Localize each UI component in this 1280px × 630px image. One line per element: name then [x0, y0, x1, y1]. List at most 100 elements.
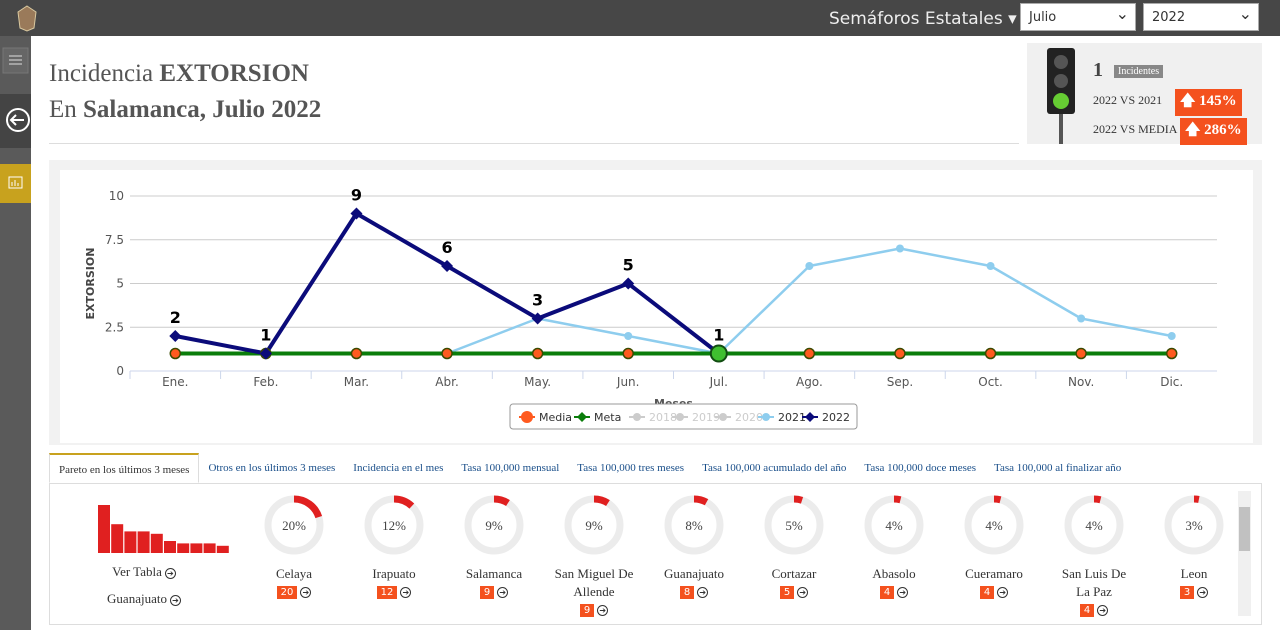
legend-marker	[719, 413, 727, 421]
item-name: Salamanca	[465, 566, 523, 581]
tab[interactable]: Tasa 100,000 mensual	[461, 462, 560, 474]
point	[441, 347, 453, 360]
point	[803, 347, 816, 360]
donut-label: 12%	[382, 518, 406, 533]
traffic-light	[1047, 48, 1075, 144]
item-count-row[interactable]: 9 ➔	[444, 583, 544, 599]
point	[169, 347, 182, 360]
item-count-row[interactable]: 20 ➔	[244, 583, 344, 599]
donut: 4%	[864, 495, 924, 555]
point	[259, 347, 272, 360]
data-label: 6	[441, 238, 452, 257]
item-count: 20	[276, 586, 298, 599]
pareto-item: 20% Celaya 20 ➔	[244, 493, 344, 599]
table-link[interactable]: Ver Tabla ➔	[94, 564, 194, 580]
donut-arc	[364, 495, 424, 555]
legend-label: 2019	[692, 411, 720, 424]
legend-label: 2022	[822, 411, 850, 424]
item-count-row[interactable]: 4 ➔	[944, 583, 1044, 599]
x-tick-label: Ago.	[796, 375, 823, 389]
go-icon: ➔	[897, 586, 909, 598]
go-icon: ➔	[300, 586, 312, 598]
tab[interactable]: Tasa 100,000 doce meses	[864, 462, 977, 474]
donut: 9%	[464, 495, 524, 555]
month-select[interactable]: Julio	[1020, 3, 1136, 31]
brand-menu[interactable]: Semáforos Estatales ▾	[829, 9, 1017, 29]
item-count: 5	[779, 586, 795, 599]
legend-label: 2020	[735, 411, 763, 424]
legend-marker	[805, 412, 815, 422]
vs-2021-label: 2022 VS 2021	[1093, 93, 1163, 107]
item-count-row[interactable]: 12 ➔	[344, 583, 444, 599]
year-select[interactable]: 2022	[1143, 3, 1259, 31]
pareto-panel: Ver Tabla ➔ Guanajuato ➔ 20% Celaya 20 ➔ 12% Irap…	[49, 483, 1262, 625]
x-tick-label: Dic.	[1160, 375, 1183, 389]
point	[622, 347, 634, 360]
sidebar-icons	[0, 47, 31, 203]
donut: 3%	[1164, 495, 1224, 555]
item-count: 4	[879, 586, 895, 599]
donut-label: 9%	[585, 518, 603, 533]
pareto-item: 5% Cortazar 5 ➔	[744, 493, 844, 599]
point	[1167, 332, 1176, 340]
count-label: Incidentes	[1114, 65, 1164, 78]
pareto-bar	[203, 543, 216, 553]
item-count-row[interactable]: 3 ➔	[1144, 583, 1244, 599]
pareto-bar	[190, 543, 203, 553]
item-count: 9	[579, 604, 595, 617]
tab[interactable]: Tasa 100,000 tres meses	[577, 462, 685, 474]
vs-media-label: 2022 VS MEDIA	[1093, 122, 1178, 136]
item-count-row[interactable]: 5 ➔	[744, 583, 844, 599]
donut-label: 4%	[885, 518, 903, 533]
item-name: Abasolo	[872, 566, 916, 581]
data-label: 9	[351, 186, 362, 205]
point	[350, 347, 363, 360]
vs-media-value: 🡅 286%	[1180, 118, 1247, 145]
donut: 4%	[964, 495, 1024, 555]
item-count-row[interactable]: 4 ➔	[1044, 601, 1144, 617]
tab[interactable]: Pareto en los últimos 3 meses	[49, 453, 200, 483]
point	[986, 262, 995, 270]
state-link[interactable]: Guanajuato ➔	[94, 591, 194, 607]
x-tick-label: May.	[524, 375, 551, 389]
item-name: San Luis De La Paz	[1061, 566, 1127, 599]
pareto-item: 9% Salamanca 9 ➔	[444, 493, 544, 599]
pareto-item: 4% San Luis De La Paz 4 ➔	[1044, 493, 1144, 617]
go-icon: ➔	[164, 567, 176, 579]
item-count: 12	[376, 586, 398, 599]
item-count-row[interactable]: 8 ➔	[644, 583, 744, 599]
count: 1	[1093, 59, 1103, 81]
sidebar	[0, 36, 31, 630]
table-link-text: Ver Tabla	[112, 564, 162, 579]
state-link-text: Guanajuato	[107, 591, 167, 606]
donut-arc	[464, 495, 524, 555]
item-count-row[interactable]: 9 ➔	[544, 601, 644, 617]
pareto-bar	[111, 524, 124, 553]
x-tick-label: Sep.	[887, 375, 913, 389]
donut-arc	[264, 495, 324, 555]
donut-arc	[1064, 495, 1124, 555]
tab[interactable]: Incidencia en el mes	[353, 462, 444, 474]
item-name: Cueramaro	[965, 566, 1023, 581]
tab[interactable]: Otros en los últimos 3 meses	[208, 462, 336, 474]
item-count-row[interactable]: 4 ➔	[844, 583, 944, 599]
scrollbar[interactable]	[1238, 491, 1251, 616]
go-icon: ➔	[597, 604, 609, 616]
x-tick-label: Ene.	[162, 375, 188, 389]
pareto-bar	[164, 541, 176, 553]
go-icon: ➔	[400, 586, 412, 598]
pareto-item: 3% Leon 3 ➔	[1144, 493, 1244, 599]
donut-label: 4%	[1085, 518, 1103, 533]
tab[interactable]: Tasa 100,000 acumulado del año	[702, 462, 847, 474]
legend-marker	[762, 413, 770, 421]
top-bar: Semáforos Estatales ▾ Julio 2022	[0, 0, 1280, 36]
donut-label: 4%	[985, 518, 1003, 533]
data-label: 1	[713, 326, 724, 345]
donut-arc	[864, 495, 924, 555]
pareto-item: 12% Irapuato 12 ➔	[344, 493, 444, 599]
menu-button[interactable]	[2, 47, 29, 74]
pareto-bar	[177, 543, 190, 553]
x-tick-label: Oct.	[978, 375, 1003, 389]
tab[interactable]: Tasa 100,000 al finalizar año	[994, 462, 1122, 474]
